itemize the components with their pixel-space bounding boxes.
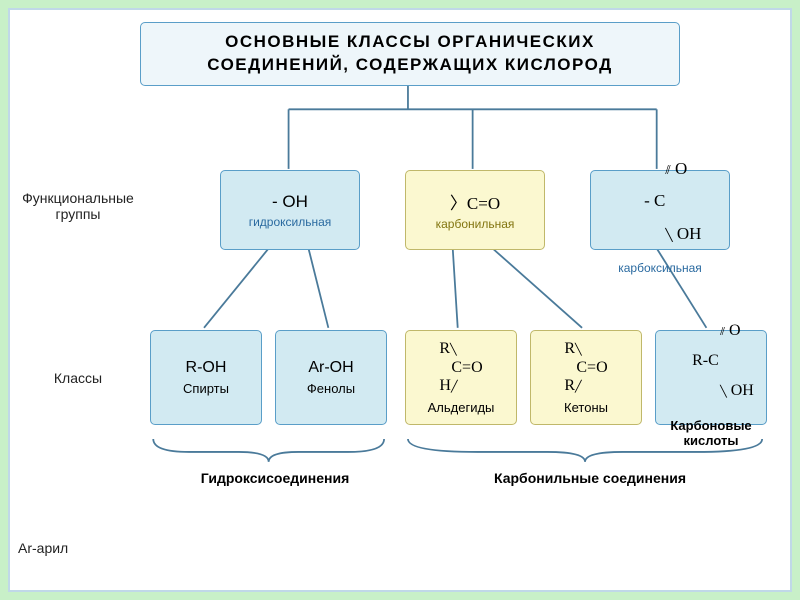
class-aldehydes-formula: R╲ C=OH╱ xyxy=(439,340,482,395)
title-line2: СОЕДИНЕНИЙ, СОДЕРЖАЩИХ КИСЛОРОД xyxy=(207,54,613,77)
connector-lines xyxy=(10,10,790,590)
class-aldehydes: R╲ C=OH╱ Альдегиды xyxy=(405,330,517,425)
class-aldehydes-name: Альдегиды xyxy=(428,400,495,415)
fg-carbonyl: 〉C=O карбонильная xyxy=(405,170,545,250)
class-ketones-formula: R╲ C=OR╱ xyxy=(564,340,607,395)
fg-carbonyl-name: карбонильная xyxy=(436,217,515,231)
class-alcohols-name: Спирты xyxy=(183,381,229,396)
brace-label-hydroxy: Гидроксисоединения xyxy=(160,470,390,486)
fg-carboxyl: ⫽ O - C ╲ OH карбоксильная xyxy=(590,170,730,250)
fg-carbonyl-formula: 〉C=O xyxy=(450,189,500,214)
row-label-classes: Классы xyxy=(18,370,138,386)
class-phenols: Ar-OH Фенолы xyxy=(275,330,387,425)
class-carboxylic-name: Карбоновые кислоты xyxy=(670,418,751,448)
class-ketones-name: Кетоны xyxy=(564,400,608,415)
title-line1: ОСНОВНЫЕ КЛАССЫ ОРГАНИЧЕСКИХ xyxy=(225,31,595,54)
brace-label-carbonyl: Карбонильные соединения xyxy=(430,470,750,486)
class-alcohols-formula: R-OH xyxy=(186,359,227,377)
fg-hydroxyl: - OH гидроксильная xyxy=(220,170,360,250)
class-phenols-name: Фенолы xyxy=(307,381,355,396)
row-label-ar: Ar-арил xyxy=(18,540,68,556)
row-label-functional: Функциональные группы xyxy=(18,190,138,222)
fg-hydroxyl-formula: - OH xyxy=(272,192,308,212)
diagram-frame: ОСНОВНЫЕ КЛАССЫ ОРГАНИЧЕСКИХ СОЕДИНЕНИЙ,… xyxy=(8,8,792,592)
class-carboxylic-acids: ⫽ O R-C ╲ OH Карбоновые кислоты xyxy=(655,330,767,425)
class-alcohols: R-OH Спирты xyxy=(150,330,262,425)
class-ketones: R╲ C=OR╱ Кетоны xyxy=(530,330,642,425)
class-carboxylic-formula: ⫽ O R-C ╲ OH xyxy=(668,307,754,413)
fg-carboxyl-name: карбоксильная xyxy=(618,261,702,275)
fg-carboxyl-formula: ⫽ O - C ╲ OH xyxy=(619,145,702,258)
class-phenols-formula: Ar-OH xyxy=(308,359,353,377)
title-box: ОСНОВНЫЕ КЛАССЫ ОРГАНИЧЕСКИХ СОЕДИНЕНИЙ,… xyxy=(140,22,680,86)
fg-hydroxyl-name: гидроксильная xyxy=(249,215,332,229)
